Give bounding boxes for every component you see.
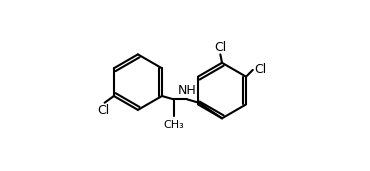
- Text: NH: NH: [178, 84, 196, 97]
- Text: Cl: Cl: [97, 104, 109, 117]
- Text: CH₃: CH₃: [163, 120, 184, 130]
- Text: Cl: Cl: [255, 63, 267, 76]
- Text: Cl: Cl: [214, 41, 226, 54]
